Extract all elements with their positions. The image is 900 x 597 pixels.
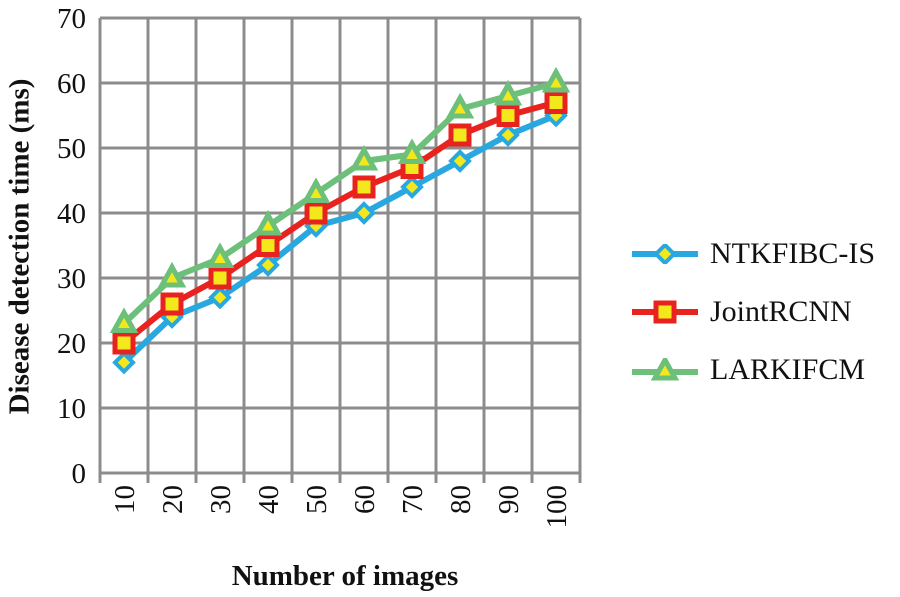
svg-text:40: 40 — [57, 198, 86, 230]
legend-item-jointrcnn: JointRCNN — [630, 283, 875, 341]
svg-text:0: 0 — [72, 458, 87, 490]
svg-text:50: 50 — [301, 485, 333, 514]
svg-text:90: 90 — [493, 485, 525, 514]
legend-label: JointRCNN — [710, 295, 852, 328]
svg-text:10: 10 — [109, 485, 141, 514]
legend-item-ntkfibc-is: NTKFIBC-IS — [630, 225, 875, 283]
svg-text:70: 70 — [57, 3, 86, 35]
svg-text:60: 60 — [57, 68, 86, 100]
svg-text:40: 40 — [253, 485, 285, 514]
legend-item-larkifcm: LARKIFCM — [630, 341, 875, 399]
svg-text:80: 80 — [445, 485, 477, 514]
svg-text:20: 20 — [57, 328, 86, 360]
svg-text:10: 10 — [57, 393, 86, 425]
y-axis-ticks: 0 10 20 30 40 50 60 70 — [57, 3, 86, 490]
grid — [98, 16, 582, 483]
triangle-marker-icon — [632, 358, 698, 381]
svg-text:30: 30 — [205, 485, 237, 514]
svg-text:30: 30 — [57, 263, 86, 295]
x-axis-label: Number of images — [231, 560, 459, 592]
y-axis-label: Disease detection time (ms) — [3, 78, 36, 415]
svg-text:60: 60 — [349, 485, 381, 514]
series-lines — [109, 66, 571, 375]
svg-text:20: 20 — [157, 485, 189, 514]
square-marker-icon — [632, 300, 698, 324]
diamond-marker-icon — [632, 244, 698, 264]
legend-label: NTKFIBC-IS — [710, 237, 876, 270]
svg-text:100: 100 — [541, 485, 573, 529]
x-axis-ticks: 10 20 30 40 50 60 70 80 90 100 — [109, 485, 573, 529]
legend: NTKFIBC-IS JointRCNN LARKIFCM — [630, 225, 875, 399]
svg-text:70: 70 — [397, 485, 429, 514]
svg-text:50: 50 — [57, 133, 86, 165]
legend-label: LARKIFCM — [710, 353, 866, 386]
